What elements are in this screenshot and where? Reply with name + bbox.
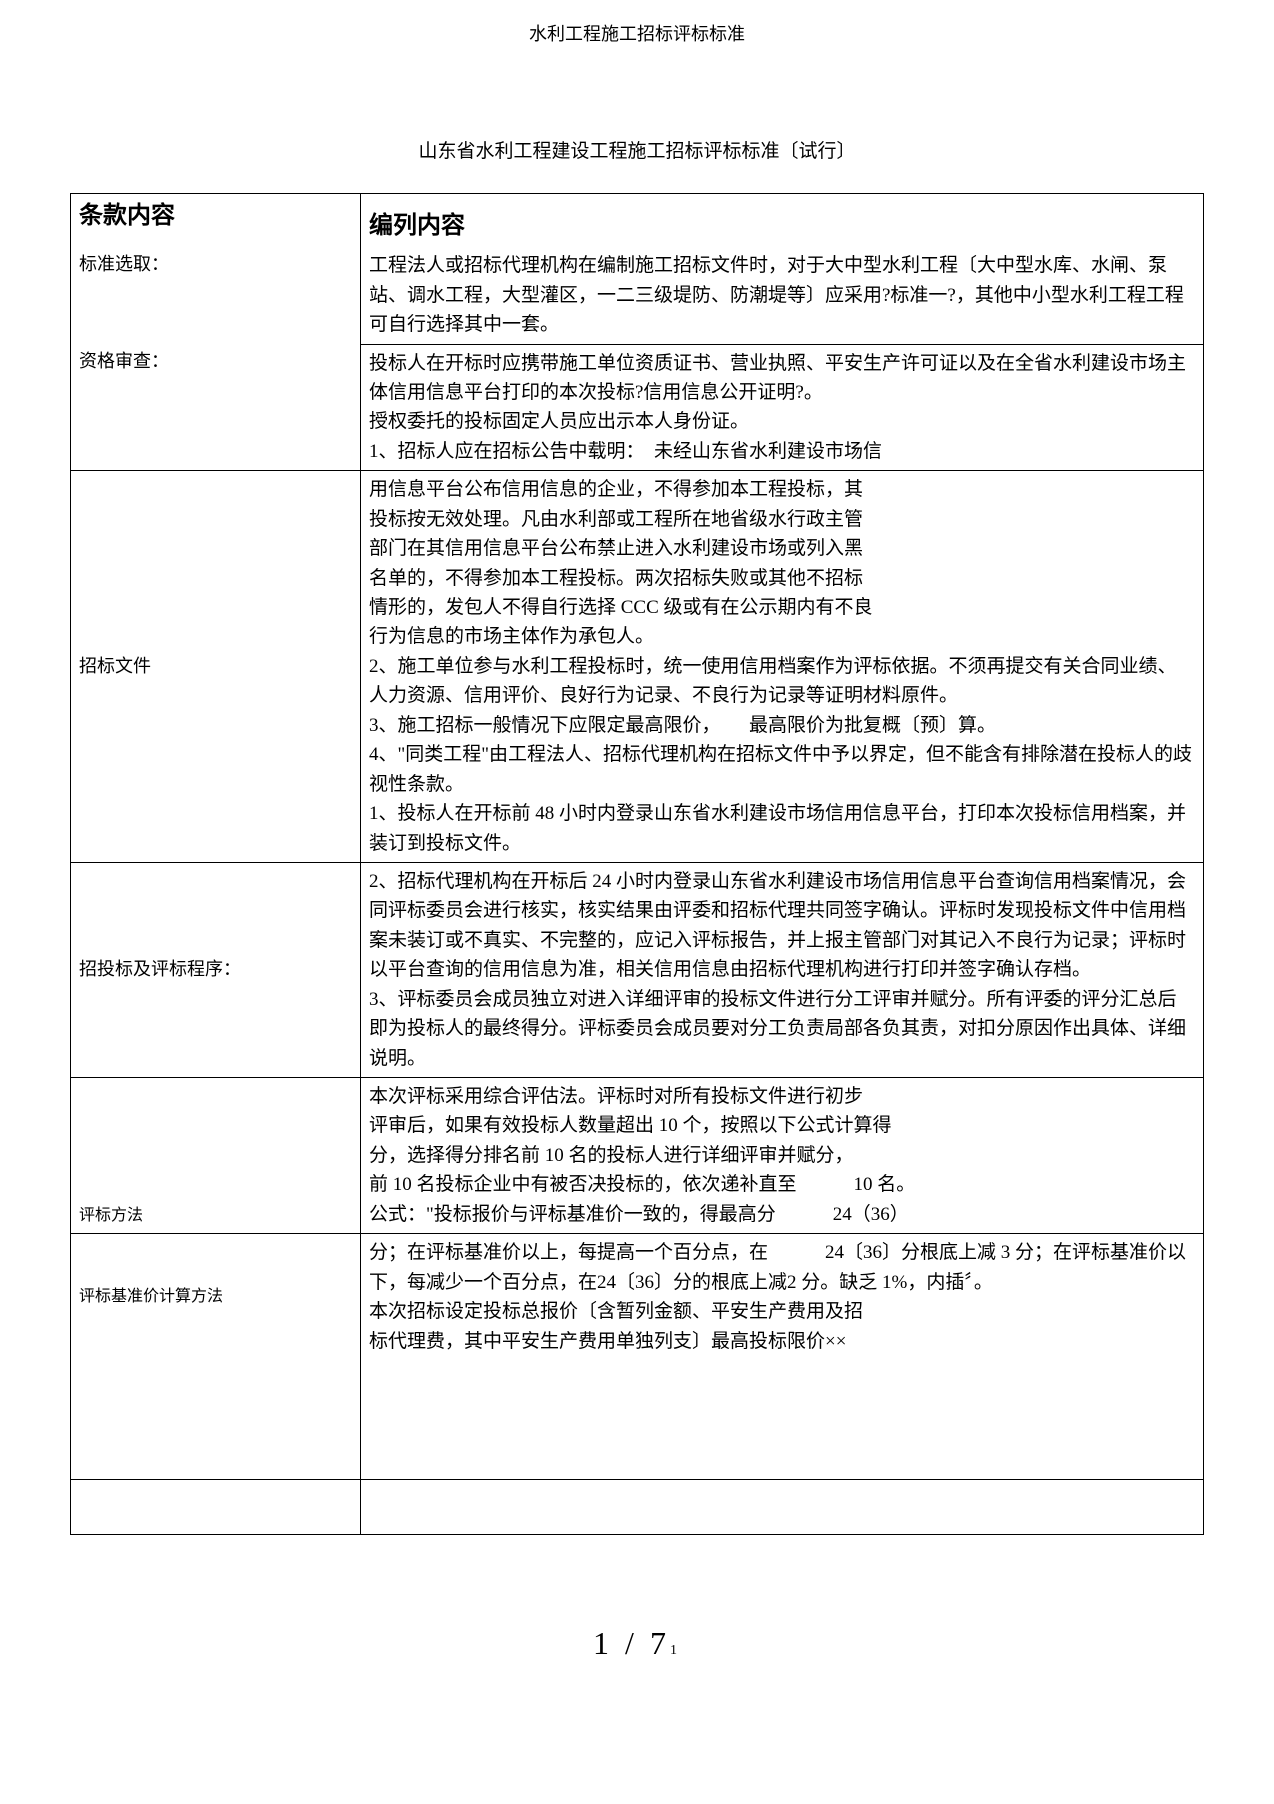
empty-cell xyxy=(71,1480,361,1535)
table-header-left: 条款内容 xyxy=(71,194,361,248)
empty-cell xyxy=(71,1360,361,1480)
row-label: 招投标及评标程序： xyxy=(71,862,361,1077)
row-label: 评标基准价计算方法 xyxy=(71,1234,361,1360)
empty-cell xyxy=(361,1480,1204,1535)
document-title: 山东省水利工程建设工程施工招标评标标准〔试行〕 xyxy=(70,136,1204,163)
row-content: 用信息平台公布信用信息的企业，不得参加本工程投标，其投标按无效处理。凡由水利部或… xyxy=(361,471,1204,863)
row-label: 资格审查： xyxy=(71,344,361,471)
row-label: 评标方法 xyxy=(71,1078,361,1234)
row-content: 2、招标代理机构在开标后 24 小时内登录山东省水利建设市场信用信息平台查询信用… xyxy=(361,862,1204,1077)
row-label: 标准选取： xyxy=(71,247,361,344)
row-label: 招标文件 xyxy=(71,471,361,863)
empty-cell xyxy=(361,1360,1204,1480)
row-content: 本次评标采用综合评估法。评标时对所有投标文件进行初步评审后，如果有效投标人数量超… xyxy=(361,1078,1204,1234)
row-content: 投标人在开标时应携带施工单位资质证书、营业执照、平安生产许可证以及在全省水利建设… xyxy=(361,344,1204,471)
page-number: 1 / 71 xyxy=(70,1625,1204,1662)
row-content: 分；在评标基准价以上，每提高一个百分点，在 24〔36〕分根底上减 3 分；在评… xyxy=(361,1234,1204,1360)
row-content: 工程法人或招标代理机构在编制施工招标文件时，对于大中型水利工程〔大中型水库、水闸… xyxy=(361,247,1204,344)
standards-table: 条款内容 编列内容 标准选取： 工程法人或招标代理机构在编制施工招标文件时，对于… xyxy=(70,193,1204,1535)
page-header: 水利工程施工招标评标标准 xyxy=(70,20,1204,46)
document-page: 水利工程施工招标评标标准 山东省水利工程建设工程施工招标评标标准〔试行〕 条款内… xyxy=(0,0,1274,1702)
table-header-right: 编列内容 xyxy=(361,194,1204,248)
